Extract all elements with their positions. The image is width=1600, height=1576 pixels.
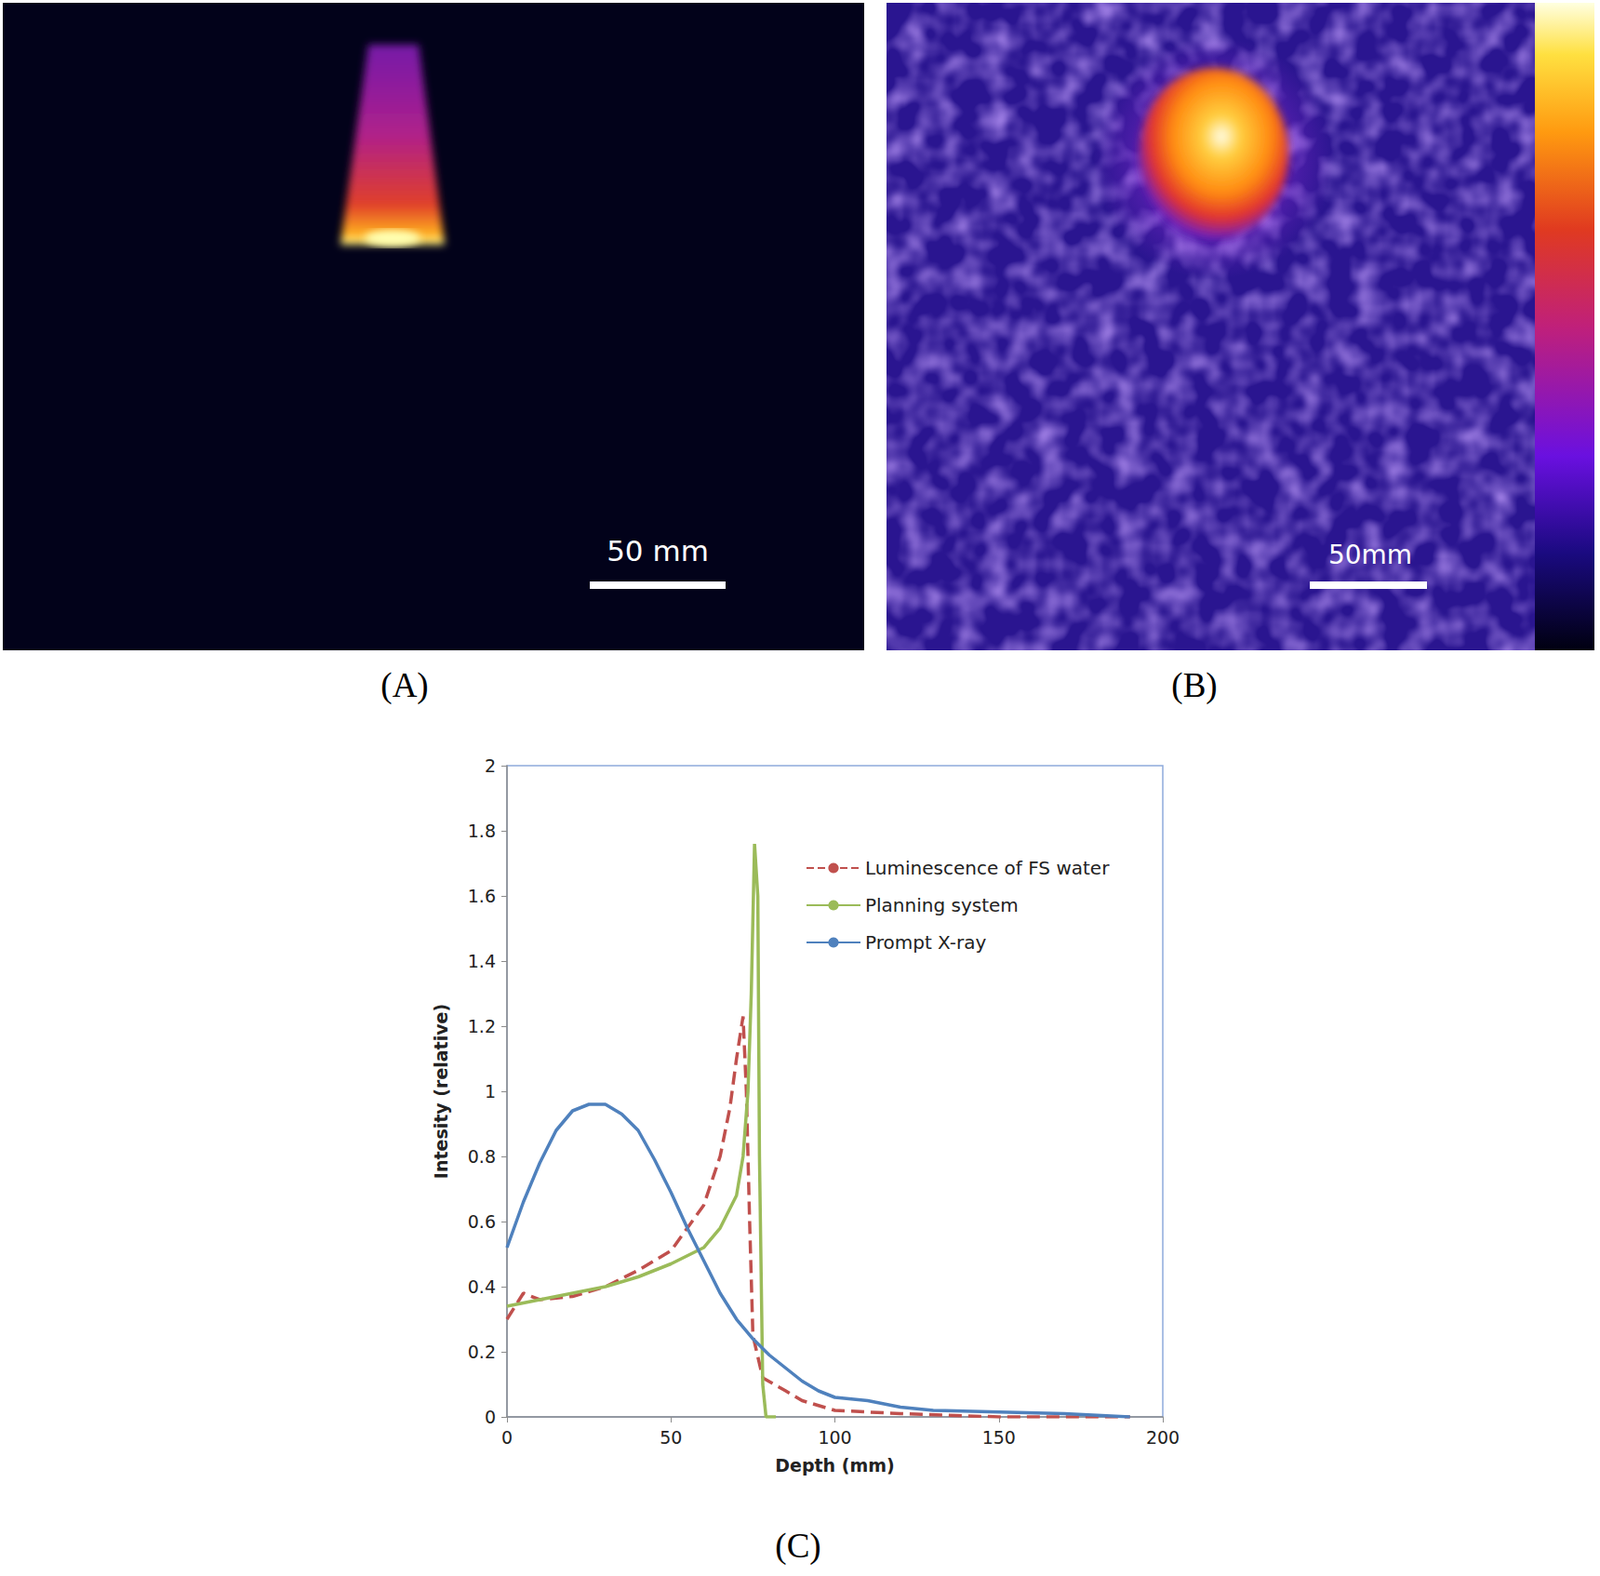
svg-text:1.2: 1.2 [467,1015,496,1037]
svg-text:Prompt X-ray: Prompt X-ray [865,931,987,954]
svg-text:2: 2 [484,755,496,776]
svg-text:0.2: 0.2 [467,1341,496,1362]
svg-text:50mm: 50mm [1328,539,1413,571]
svg-text:0.4: 0.4 [467,1276,496,1297]
svg-text:0.6: 0.6 [467,1211,496,1232]
svg-text:150: 150 [982,1426,1016,1448]
svg-text:Planning system: Planning system [865,893,1019,917]
html-text:(C): (C) [775,1526,822,1565]
svg-text:Intesity (relative): Intesity (relative) [430,1003,452,1179]
svg-text:100: 100 [817,1426,852,1448]
svg-text:200: 200 [1146,1426,1180,1448]
svg-text:0: 0 [484,1406,496,1427]
svg-text:Luminescence of FS water: Luminescence of FS water [865,856,1110,880]
svg-text:0.8: 0.8 [467,1146,496,1167]
html-text:(A): (A) [380,666,429,705]
svg-text:50: 50 [659,1426,682,1448]
svg-text:50 mm: 50 mm [606,533,709,568]
svg-text:1: 1 [484,1080,496,1102]
svg-text:1.4: 1.4 [467,950,496,972]
svg-text:Depth (mm): Depth (mm) [774,1454,894,1476]
svg-text:0: 0 [501,1426,513,1448]
svg-text:1.6: 1.6 [467,885,496,907]
html-text:(B): (B) [1171,666,1218,705]
svg-text:1.8: 1.8 [467,820,496,841]
